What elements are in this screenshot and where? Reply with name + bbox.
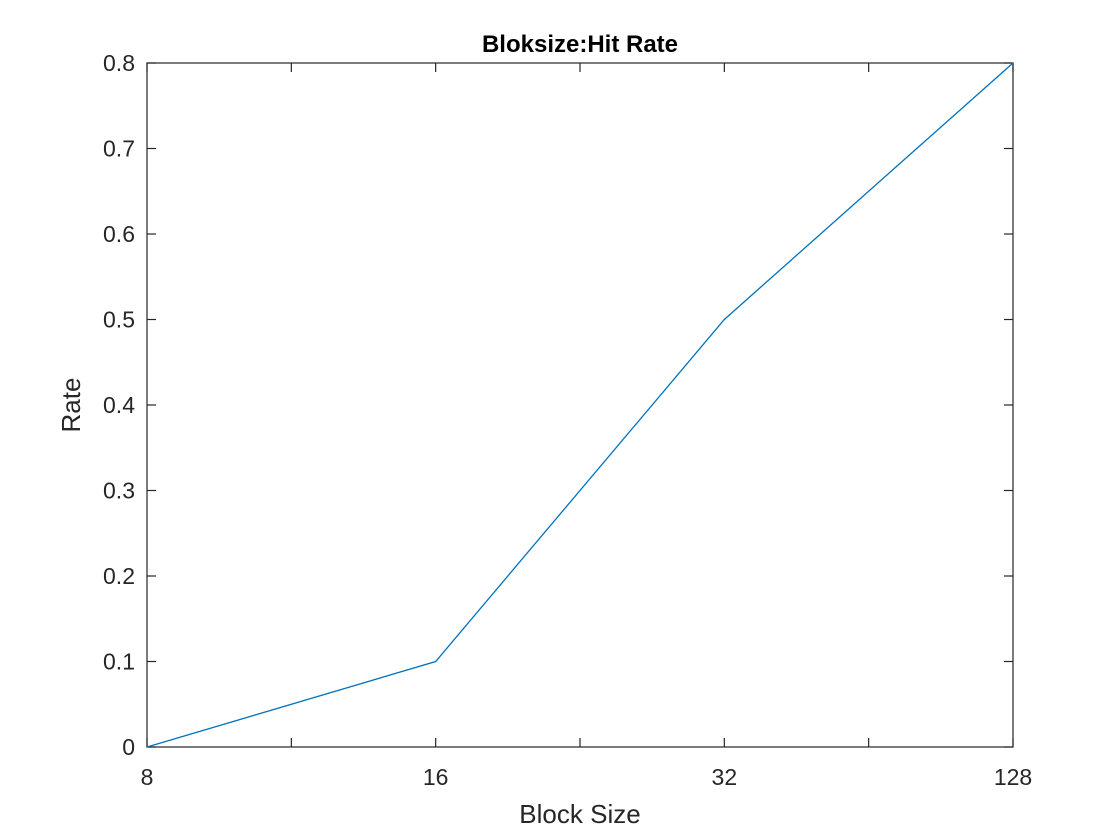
x-axis-label: Block Size	[519, 799, 640, 829]
y-tick-label: 0.1	[103, 649, 135, 675]
chart-title: Bloksize:Hit Rate	[482, 31, 678, 58]
y-tick-label: 0.5	[103, 307, 135, 333]
x-tick-label: 8	[141, 764, 154, 790]
y-tick-label: 0.8	[103, 50, 135, 76]
y-tick-label: 0.7	[103, 136, 135, 162]
axes-box	[146, 62, 1014, 748]
x-tick-label: 32	[712, 764, 738, 790]
series-line	[146, 62, 1014, 748]
ticks-layer	[146, 62, 1014, 748]
y-tick-label: 0	[122, 734, 135, 760]
y-tick-label: 0.6	[103, 221, 135, 247]
x-tick-label: 128	[994, 764, 1032, 790]
y-tick-label: 0.2	[103, 563, 135, 589]
series-layer	[146, 62, 1014, 748]
y-axis-label: Rate	[56, 378, 86, 433]
tick-labels-layer: 0 0.1 0.2 0.3 0.4 0.5 0.6 0.7 0.8 8 16 32 128	[103, 50, 1032, 790]
y-tick-label: 0.4	[103, 392, 135, 418]
x-tick-label: 16	[423, 764, 449, 790]
y-tick-label: 0.3	[103, 478, 135, 504]
